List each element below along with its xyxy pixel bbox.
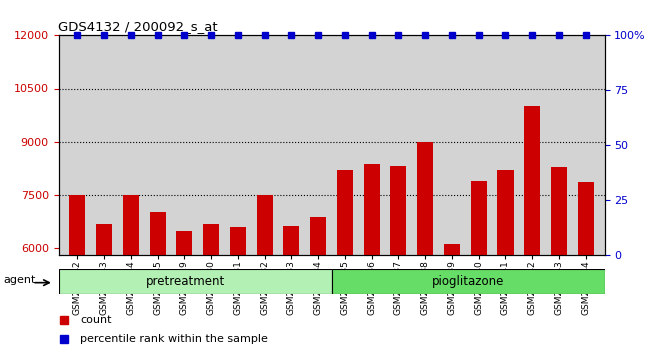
Bar [471,181,487,354]
Bar [310,217,326,354]
Bar [524,106,540,354]
Bar [58,269,332,294]
Bar [203,224,219,354]
Text: pretreatment: pretreatment [146,275,226,288]
Bar [417,142,433,354]
Bar [497,170,514,354]
Bar [123,195,139,354]
Bar [230,227,246,354]
Bar [332,269,604,294]
Text: agent: agent [3,275,35,285]
Text: percentile rank within the sample: percentile rank within the sample [81,333,268,344]
Bar [444,244,460,354]
Text: GDS4132 / 200092_s_at: GDS4132 / 200092_s_at [58,20,218,33]
Bar [176,231,192,354]
Bar [363,164,380,354]
Bar [391,166,406,354]
Text: count: count [81,315,112,325]
Bar [150,212,166,354]
Bar [337,170,353,354]
Bar [257,195,272,354]
Bar [69,195,85,354]
Bar [578,182,594,354]
Bar [96,224,112,354]
Bar [283,226,300,354]
Text: pioglitazone: pioglitazone [432,275,504,288]
Bar [551,167,567,354]
